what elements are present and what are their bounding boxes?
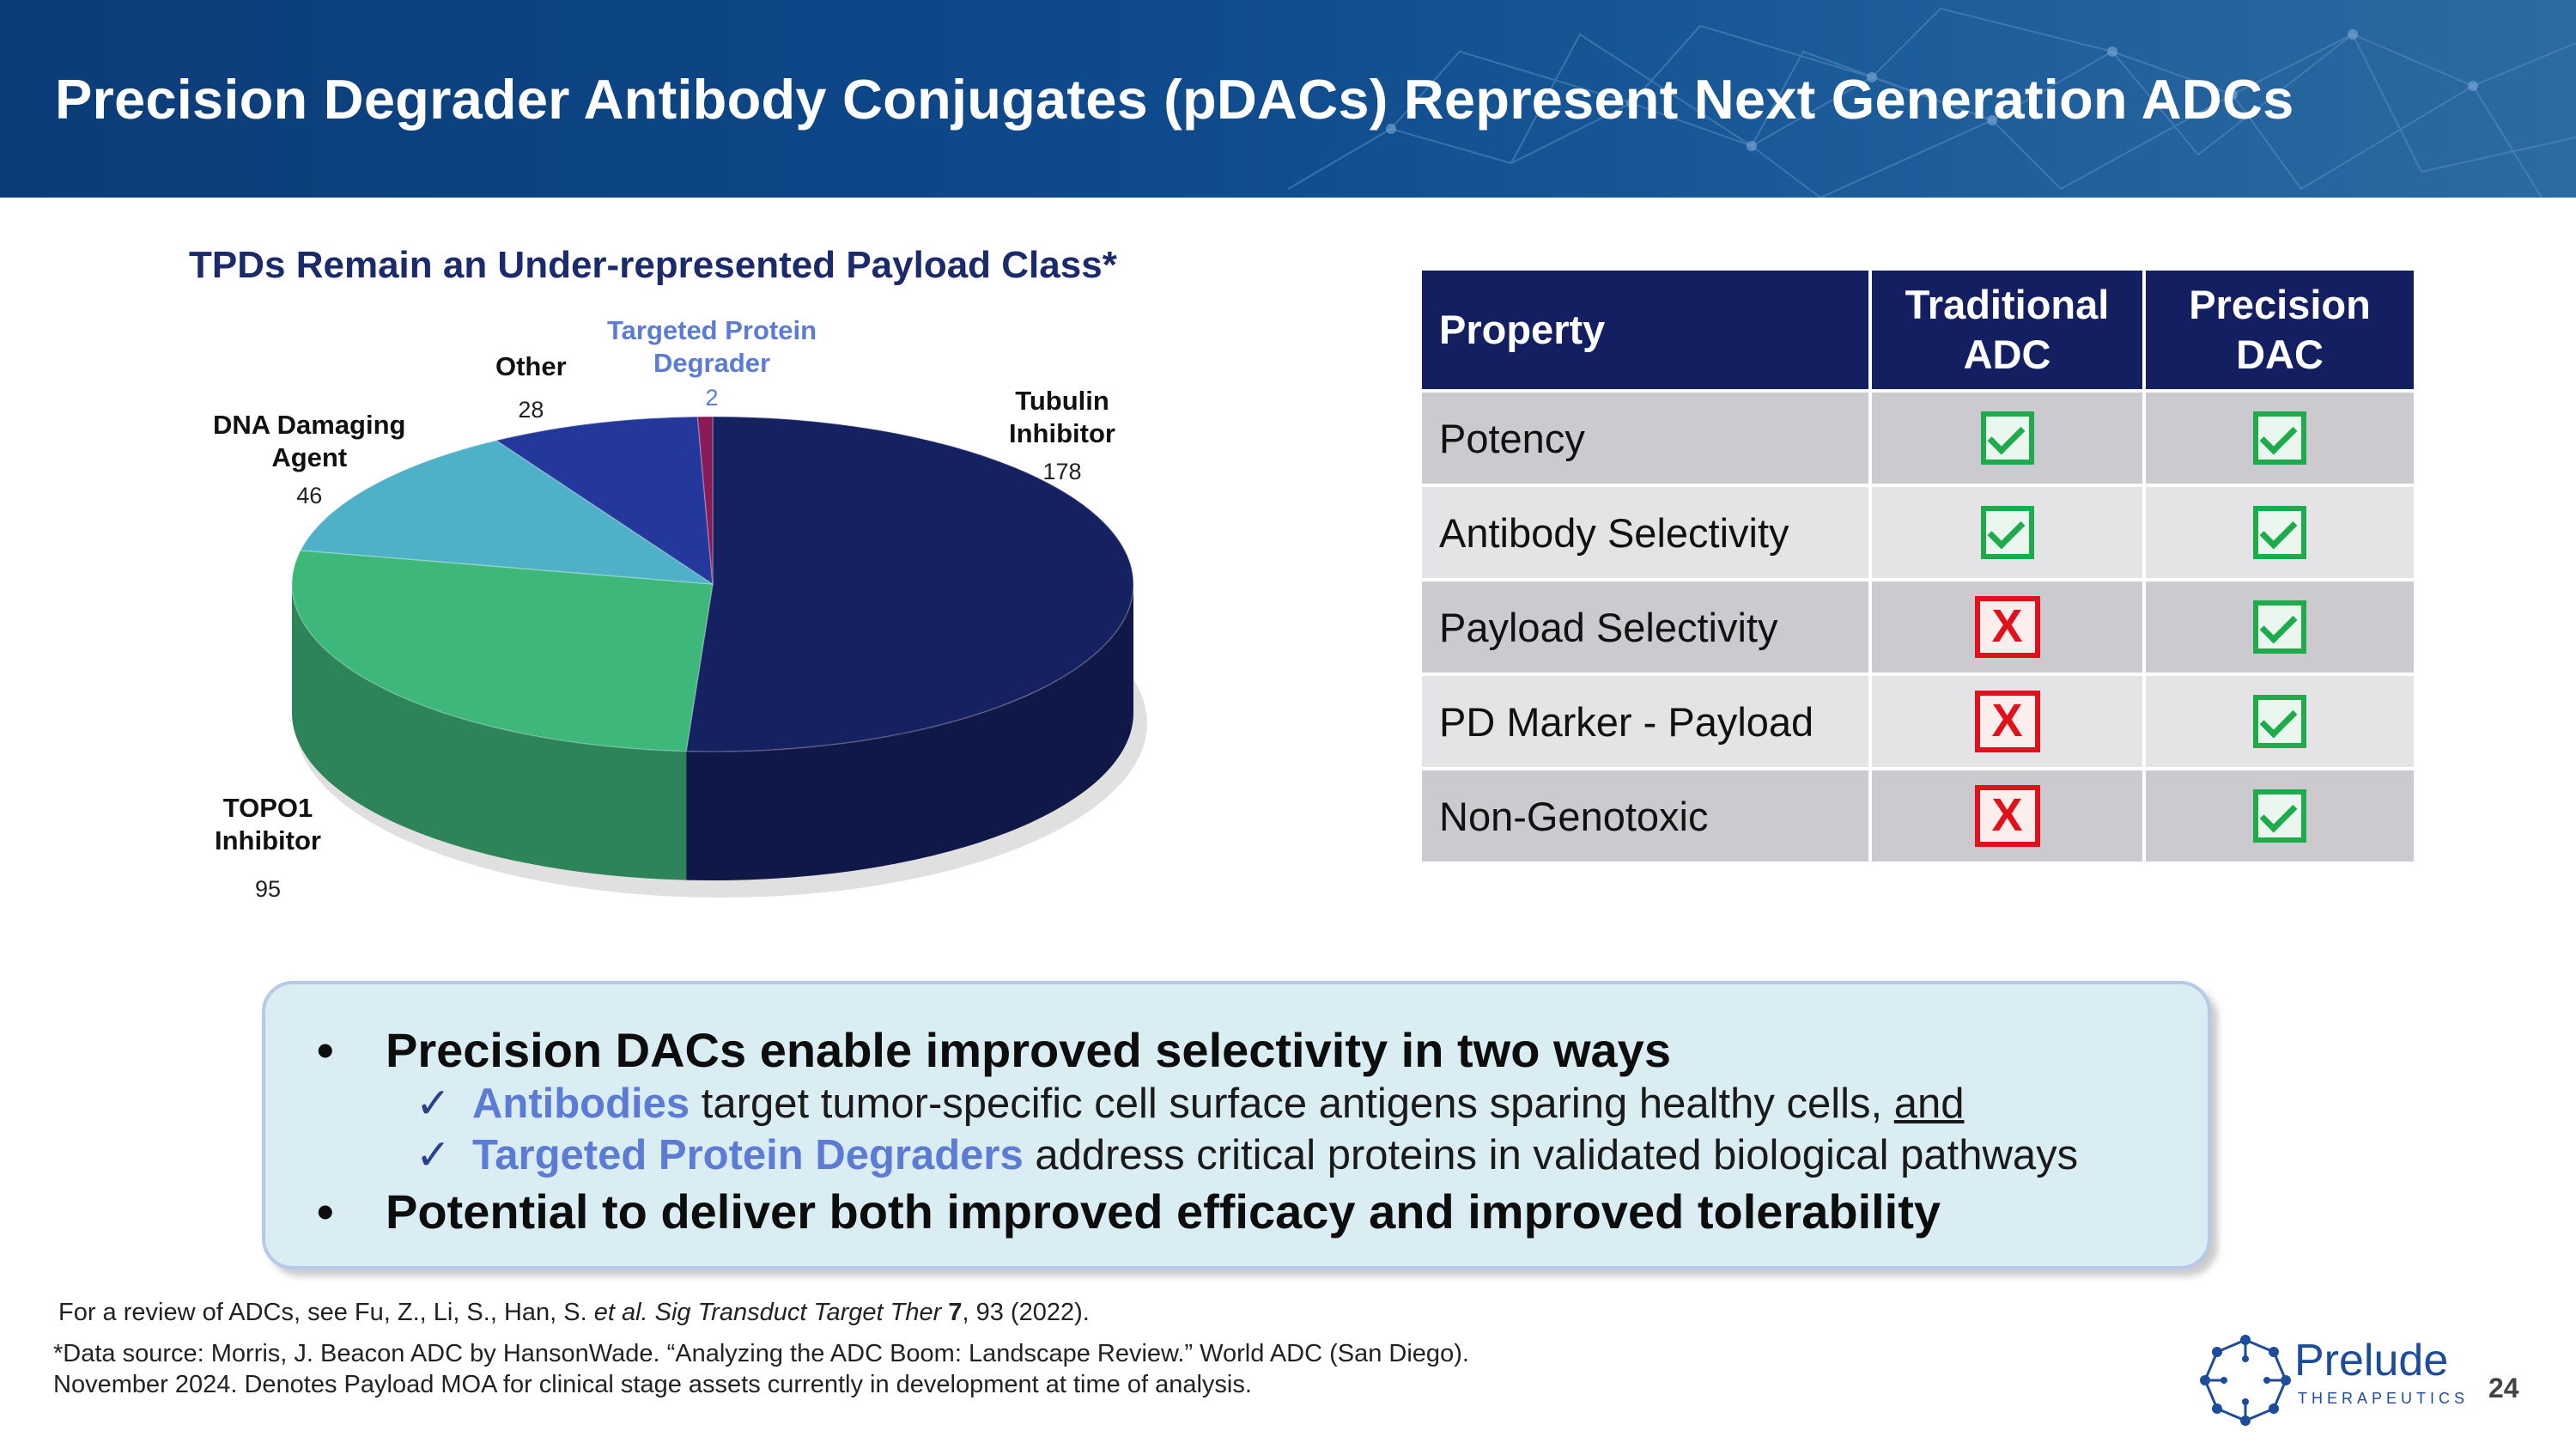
header-banner: Precision Degrader Antibody Conjugates (… (0, 0, 2576, 198)
traditional-mark-cell: X (1868, 767, 2146, 865)
pie-value-other: 28 (518, 397, 544, 423)
pie-slice-0 (685, 416, 1134, 752)
footnote-review-text: For a review of ADCs, see Fu, Z., Li, S.… (58, 1299, 594, 1326)
pie-label-other: Other 28 (495, 350, 567, 426)
pie-label-tubulin-line1: Tubulin (1015, 386, 1109, 416)
x-mark-icon: X (1974, 691, 2040, 752)
subpoint-degraders-text: address critical proteins in validated b… (1023, 1132, 2079, 1178)
pie-value-topo1: 95 (254, 876, 282, 902)
footnote-analysis-note: November 2024. Denotes Payload MOA for c… (53, 1371, 1252, 1398)
prelude-star-icon (2200, 1335, 2291, 1426)
bullet-selectivity-text: Precision DACs enable improved selectivi… (386, 1023, 1671, 1077)
precision-mark-cell (2142, 673, 2417, 770)
footnote-data-source: *Data source: Morris, J. Beacon ADC by H… (53, 1340, 1469, 1367)
header-property: Property (1419, 267, 1872, 393)
check-icon (1980, 506, 2034, 560)
footnote-review: For a review of ADCs, see Fu, Z., Li, S.… (58, 1299, 1090, 1327)
x-mark-icon: X (1974, 785, 2040, 847)
footnote-review-journal: et al. Sig Transduct Target Ther (593, 1299, 942, 1326)
pie-slice-4 (696, 416, 714, 585)
table-row: Non-Genotoxic X (1419, 767, 2417, 865)
property-name-cell: Non-Genotoxic (1419, 767, 1872, 865)
traditional-mark-cell: X (1868, 673, 2146, 770)
pie-value-dna: 46 (296, 483, 323, 508)
network-background-graphic (1287, 7, 2576, 198)
check-icon (2253, 789, 2306, 843)
subpoint-antibodies-highlight: Antibodies (472, 1081, 690, 1127)
bullet-efficacy: • Potential to deliver both improved effi… (317, 1184, 1941, 1239)
precision-mark-cell (2142, 389, 2417, 487)
property-name-cell: Antibody Selectivity (1419, 484, 1872, 581)
pie-label-topo1-line2: Inhibitor (215, 825, 321, 855)
pie-chart (291, 416, 1147, 898)
header-traditional-adc: Traditional ADC (1868, 267, 2146, 393)
check-icon (2253, 600, 2306, 654)
precision-mark-cell (2142, 484, 2417, 581)
bullet-efficacy-text: Potential to deliver both improved effic… (386, 1184, 1941, 1239)
check-icon (2253, 411, 2306, 466)
subpoint-degraders: ✓ Targeted Protein Degraders address crit… (416, 1130, 2078, 1179)
check-icon (2253, 506, 2306, 560)
page-number: 24 (2488, 1373, 2519, 1403)
property-comparison-table: Property Traditional ADC Precision DAC P… (1419, 267, 2417, 865)
traditional-mark-cell (1868, 389, 2146, 487)
traditional-mark-cell (1868, 484, 2146, 581)
pie-value-tpd: 2 (705, 385, 719, 411)
pie-label-tpd: Targeted Protein Degrader 2 (607, 314, 817, 414)
property-name-cell: PD Marker - Payload (1419, 673, 1872, 770)
footnote-review-volume: 7 (941, 1299, 963, 1326)
bullet-selectivity: • Precision DACs enable improved selectiv… (317, 1022, 1671, 1078)
check-icon (2253, 695, 2306, 749)
check-icon (1980, 411, 2034, 466)
subpoint-antibodies-text: target tumor-specific cell surface antig… (690, 1081, 1894, 1127)
pie-label-dna-line2: Agent (271, 442, 348, 472)
logo-name: Prelude (2294, 1336, 2449, 1385)
table-row: Payload Selectivity X (1419, 578, 2417, 676)
pie-side-1 (292, 584, 687, 880)
pie-label-dna: DNA Damaging Agent 46 (213, 409, 405, 512)
chart-title: TPDs Remain an Under-represented Payload… (189, 244, 1117, 286)
header-precision-dac: Precision DAC (2142, 267, 2417, 393)
pie-label-topo1-line1: TOPO1 (222, 793, 313, 823)
pie-label-tpd-line1: Targeted Protein (607, 315, 817, 345)
pie-label-topo1: TOPO1 Inhibitor 95 (215, 792, 321, 905)
precision-mark-cell (2142, 578, 2417, 676)
pie-slice-3 (495, 416, 714, 586)
pie-slice-1 (291, 549, 714, 752)
key-points-callout: • Precision DACs enable improved selectiv… (262, 981, 2211, 1269)
pie-slice-2 (299, 439, 714, 585)
pie-label-dna-line1: DNA Damaging (213, 410, 406, 440)
x-mark-icon: X (1974, 596, 2040, 658)
traditional-mark-cell: X (1868, 578, 2146, 676)
bullet-dot: • (317, 1184, 334, 1239)
pie-label-tubulin-line2: Inhibitor (1009, 418, 1115, 448)
pie-label-tpd-line2: Degrader (653, 348, 771, 378)
checkmark-icon: ✓ (416, 1132, 452, 1178)
subpoint-antibodies-and: and (1893, 1081, 1965, 1127)
table-row: Potency (1419, 389, 2417, 487)
checkmark-icon: ✓ (416, 1081, 452, 1127)
table-header-row: Property Traditional ADC Precision DAC (1419, 267, 2417, 393)
pie-label-other-line1: Other (495, 351, 567, 381)
page-title: Precision Degrader Antibody Conjugates (… (55, 68, 2294, 131)
table-row: PD Marker - Payload X (1419, 673, 2417, 770)
property-name-cell: Payload Selectivity (1419, 578, 1872, 676)
pie-label-tubulin: Tubulin Inhibitor 178 (1009, 385, 1115, 488)
subpoint-antibodies: ✓ Antibodies target tumor-specific cell s… (416, 1079, 1965, 1128)
property-name-cell: Potency (1419, 389, 1872, 487)
footnote-review-pages: , 93 (2022). (962, 1299, 1090, 1326)
logo-tagline: THERAPEUTICS (2298, 1390, 2470, 1407)
prelude-logo: Prelude THERAPEUTICS (2198, 1333, 2464, 1428)
bullet-dot: • (317, 1023, 334, 1077)
table-row: Antibody Selectivity (1419, 484, 2417, 581)
pie-value-tubulin: 178 (1042, 459, 1082, 484)
precision-mark-cell (2142, 767, 2417, 865)
subpoint-degraders-highlight: Targeted Protein Degraders (472, 1132, 1024, 1178)
table-body: Potency Antibody Selectivity Payload Selec… (1419, 389, 2417, 865)
pie-side-0 (686, 584, 1133, 880)
